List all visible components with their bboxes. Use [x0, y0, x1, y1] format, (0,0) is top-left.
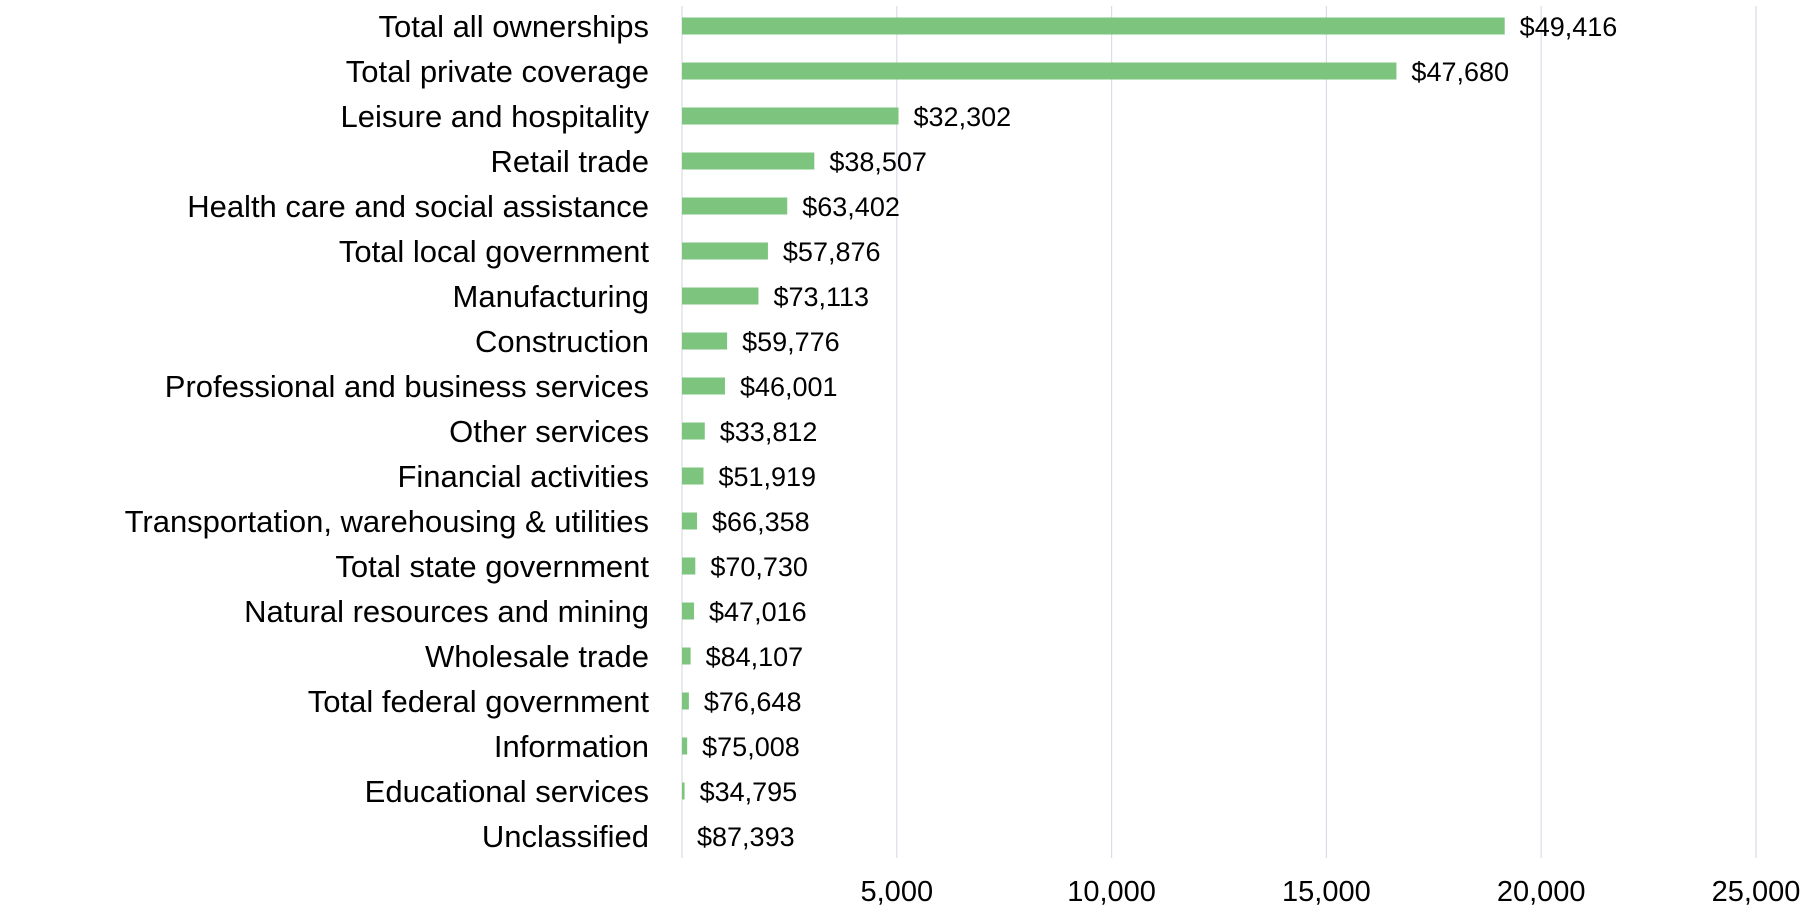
data-label: $51,919: [718, 462, 816, 492]
bar: [682, 647, 691, 665]
data-label: $57,876: [783, 237, 881, 267]
bar: [682, 62, 1397, 80]
data-label: $33,812: [720, 417, 818, 447]
bar: [682, 602, 695, 620]
x-axis-ticks: 5,000 10,000 15,000 20,000 25,000: [861, 876, 1801, 908]
category-label: Total local government: [339, 234, 650, 269]
bar: [682, 17, 1505, 35]
category-label: Transportation, warehousing & utilities: [125, 504, 649, 539]
category-label: Information: [494, 729, 649, 764]
data-labels: $49,416 $47,680 $32,302 $38,507 $63,402 $57,8…: [697, 12, 1617, 852]
bars: [682, 17, 1505, 800]
category-label: Wholesale trade: [425, 639, 649, 674]
data-label: $49,416: [1520, 12, 1618, 42]
bar: [682, 332, 728, 350]
gridlines: [681, 6, 1757, 858]
bar: [682, 512, 698, 530]
data-label: $87,393: [697, 822, 795, 852]
data-label: $76,648: [704, 687, 802, 717]
data-label: $73,113: [773, 282, 869, 312]
data-label: $38,507: [829, 147, 927, 177]
data-label: $66,358: [712, 507, 810, 537]
bar: [682, 152, 815, 170]
category-label: Manufacturing: [453, 279, 649, 314]
category-label: Leisure and hospitality: [341, 99, 650, 134]
x-tick-label: 5,000: [861, 876, 934, 908]
data-label: $59,776: [742, 327, 840, 357]
category-label: Unclassified: [482, 819, 649, 854]
bar: [682, 692, 689, 710]
data-label: $46,001: [740, 372, 838, 402]
category-label: Total private coverage: [346, 54, 649, 89]
data-label: $32,302: [914, 102, 1012, 132]
bar: [682, 107, 899, 125]
bar: [682, 467, 704, 485]
category-label: Financial activities: [397, 459, 649, 494]
data-label: $84,107: [706, 642, 804, 672]
bar: [682, 557, 696, 575]
data-label: $75,008: [702, 732, 800, 762]
data-label: $47,016: [709, 597, 807, 627]
category-label: Construction: [475, 324, 649, 359]
data-label: $70,730: [710, 552, 808, 582]
x-tick-label: 25,000: [1712, 876, 1801, 908]
bar: [682, 287, 759, 305]
category-label: Other services: [449, 414, 649, 449]
bar: [682, 782, 685, 800]
category-label: Educational services: [365, 774, 649, 809]
x-tick-label: 10,000: [1067, 876, 1156, 908]
data-label: $63,402: [802, 192, 900, 222]
bar: [682, 737, 688, 755]
category-label: Health care and social assistance: [187, 189, 649, 224]
category-label: Retail trade: [490, 144, 649, 179]
category-label: Total federal government: [308, 684, 650, 719]
category-label: Natural resources and mining: [244, 594, 649, 629]
bar: [682, 422, 705, 440]
category-label: Total state government: [335, 549, 649, 584]
bar: [682, 377, 725, 395]
data-label: $47,680: [1411, 57, 1509, 87]
x-tick-label: 15,000: [1282, 876, 1371, 908]
x-tick-label: 20,000: [1497, 876, 1586, 908]
bar: [682, 242, 768, 260]
bar: [682, 197, 788, 215]
category-label: Total all ownerships: [378, 9, 649, 44]
data-label: $34,795: [700, 777, 798, 807]
category-labels: Total all ownerships Total private covera…: [125, 9, 650, 854]
category-label: Professional and business services: [165, 369, 649, 404]
